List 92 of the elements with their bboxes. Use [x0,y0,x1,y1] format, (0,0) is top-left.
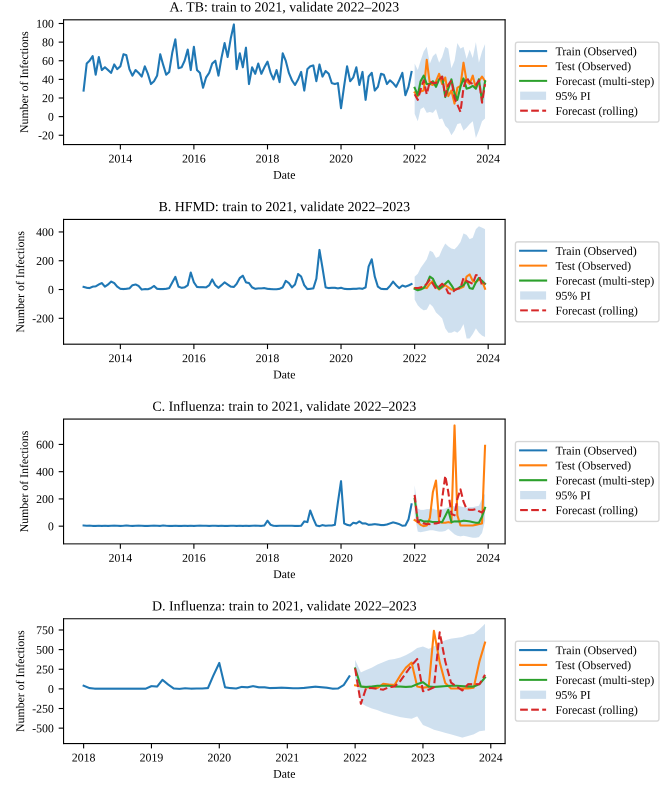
y-tick-label: 750 [36,626,54,634]
x-axis-title: Date [274,570,296,578]
legend-label: Test (Observed) [556,62,631,73]
y-axis-title: Number of Infections [20,32,28,133]
legend-label: Forecast (multi-step) [556,276,654,288]
y-tick-label: 250 [36,665,54,674]
x-tick-label: 2022 [403,354,426,362]
y-tick-label: 80 [42,38,54,46]
y-tick-label: 60 [42,56,54,65]
line-series [354,630,486,690]
legend-label: 95% PI [556,691,590,700]
line-series [414,498,486,524]
x-tick-label: 2021 [276,754,298,762]
legend-label: Forecast (multi-step) [556,676,654,687]
x-tick-label: 2020 [330,154,352,163]
x-tick-label: 2022 [403,154,426,163]
y-tick-label: -200 [32,314,54,323]
y-tick-label: 400 [36,228,54,236]
line-series [354,667,486,688]
y-tick-label: 40 [42,76,54,84]
x-axis-title: Date [274,770,296,778]
x-tick-label: 2016 [182,154,206,163]
line-series [414,274,486,295]
legend-label: Train (Observed) [556,646,636,657]
chart-title: B. HFMD: train to 2021, validate 2022–2023 [158,201,410,214]
x-tick-label: 2024 [476,554,500,562]
legend-label: Forecast (rolling) [556,706,638,716]
x-tick-label: 2020 [208,754,231,762]
y-tick-label: 0 [48,685,54,694]
x-tick-label: 2018 [72,754,95,762]
y-tick-label: 100 [37,20,54,28]
x-tick-label: 2018 [256,154,279,163]
line-series [82,23,413,110]
y-tick-label: -250 [32,704,54,713]
legend-label: 95% PI [556,491,590,500]
line-series [82,480,413,528]
x-tick-label: 2014 [109,154,132,163]
y-tick-label: 0 [48,112,54,121]
line-series [414,74,486,102]
y-tick-label: -20 [38,131,54,140]
legend-label: Test (Observed) [556,262,631,272]
line-series [414,58,486,105]
legend-label: Train (Observed) [556,246,636,258]
x-tick-label: 2024 [480,754,502,762]
x-tick-label: 2016 [182,354,206,362]
x-tick-label: 2019 [140,754,163,762]
y-tick-label: -500 [32,724,54,732]
x-tick-label: 2018 [256,354,279,362]
legend-label: 95% PI [556,92,590,100]
x-tick-label: 2018 [256,554,279,562]
x-tick-label: 2024 [476,154,500,163]
x-axis-title: Date [274,171,296,179]
y-tick-label: 500 [36,646,54,654]
legend-label: Train (Observed) [556,47,636,58]
line-series [82,662,350,690]
legend-label: Test (Observed) [556,660,631,672]
y-tick-label: 0 [48,522,54,530]
x-tick-label: 2020 [330,354,352,362]
legend-label: Forecast (multi-step) [556,476,654,487]
legend-label: 95% PI [556,292,590,300]
x-tick-label: 2014 [109,554,132,562]
legend-label: Train (Observed) [556,446,636,458]
legend-label: Forecast (multi-step) [556,76,654,88]
line-series [354,631,486,705]
x-axis-title: Date [274,370,296,379]
y-tick-label: 400 [36,468,54,476]
line-series [414,76,486,114]
legend-label: Forecast (rolling) [556,506,638,517]
x-tick-label: 2022 [344,754,366,762]
y-tick-label: 200 [36,256,54,265]
chart-title: C. Influenza: train to 2021, validate 2022–2023 [152,400,416,413]
x-tick-label: 2020 [330,554,352,562]
x-tick-label: 2022 [403,554,426,562]
y-axis-title: Number of Infections [16,630,24,732]
line-series [414,474,486,526]
y-axis-title: Number of Infections [20,431,28,532]
legend-label: Test (Observed) [556,461,631,472]
x-tick-label: 2014 [109,354,132,362]
legend-label: Forecast (rolling) [556,106,638,118]
chart-title: D. Influenza: train to 2021, validate 2022–2023 [152,600,416,613]
x-tick-label: 2016 [182,554,206,562]
x-tick-label: 2023 [412,754,434,762]
y-axis-title: Number of Infections [16,231,24,332]
y-tick-label: 20 [42,94,54,102]
x-tick-label: 2024 [476,354,500,362]
line-series [414,424,486,528]
chart-title: A. TB: train to 2021, validate 2022–2023 [170,2,399,14]
y-tick-label: 600 [36,440,54,449]
y-tick-label: 200 [36,495,54,504]
legend-label: Forecast (rolling) [556,306,638,318]
y-tick-label: 0 [48,286,54,294]
line-series [82,248,413,291]
